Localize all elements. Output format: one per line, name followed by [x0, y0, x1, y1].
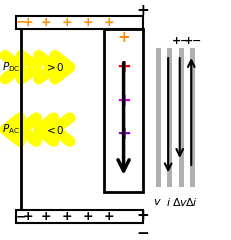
Text: +: + — [117, 30, 130, 45]
Text: +: + — [82, 210, 93, 223]
Text: +: + — [62, 16, 72, 29]
Bar — [104, 29, 143, 192]
Text: −: − — [192, 36, 201, 46]
Bar — [167, 48, 172, 187]
Text: −: − — [15, 210, 26, 223]
Bar — [16, 210, 143, 223]
Text: +: + — [82, 16, 93, 29]
Text: −: − — [15, 16, 26, 29]
Text: $<0$: $<0$ — [44, 124, 64, 136]
Text: $\Delta v$: $\Delta v$ — [172, 196, 188, 208]
Text: +: + — [41, 16, 52, 29]
Bar — [156, 48, 161, 187]
Text: +: + — [116, 125, 131, 144]
Text: +: + — [137, 209, 150, 223]
Text: $P_{\rm DC}$: $P_{\rm DC}$ — [2, 60, 21, 74]
Text: $i$: $i$ — [166, 196, 171, 208]
Bar — [190, 48, 195, 187]
Bar — [179, 48, 184, 187]
Text: $\Delta i$: $\Delta i$ — [185, 196, 198, 208]
Text: −: − — [180, 36, 189, 46]
Text: +: + — [171, 36, 181, 46]
Text: +: + — [137, 3, 150, 18]
Text: +: + — [116, 58, 131, 76]
Text: +: + — [41, 210, 52, 223]
Text: +: + — [22, 16, 33, 29]
Text: +: + — [62, 210, 72, 223]
Text: −: − — [137, 227, 150, 240]
Text: +: + — [183, 36, 193, 46]
Text: +: + — [103, 210, 114, 223]
Text: $v$: $v$ — [153, 197, 162, 207]
Text: $>0$: $>0$ — [44, 61, 64, 73]
Text: +: + — [116, 92, 131, 110]
Text: +: + — [103, 16, 114, 29]
Text: +: + — [22, 210, 33, 223]
Text: $P_{\rm AC}$: $P_{\rm AC}$ — [2, 123, 20, 137]
Bar — [16, 16, 143, 29]
